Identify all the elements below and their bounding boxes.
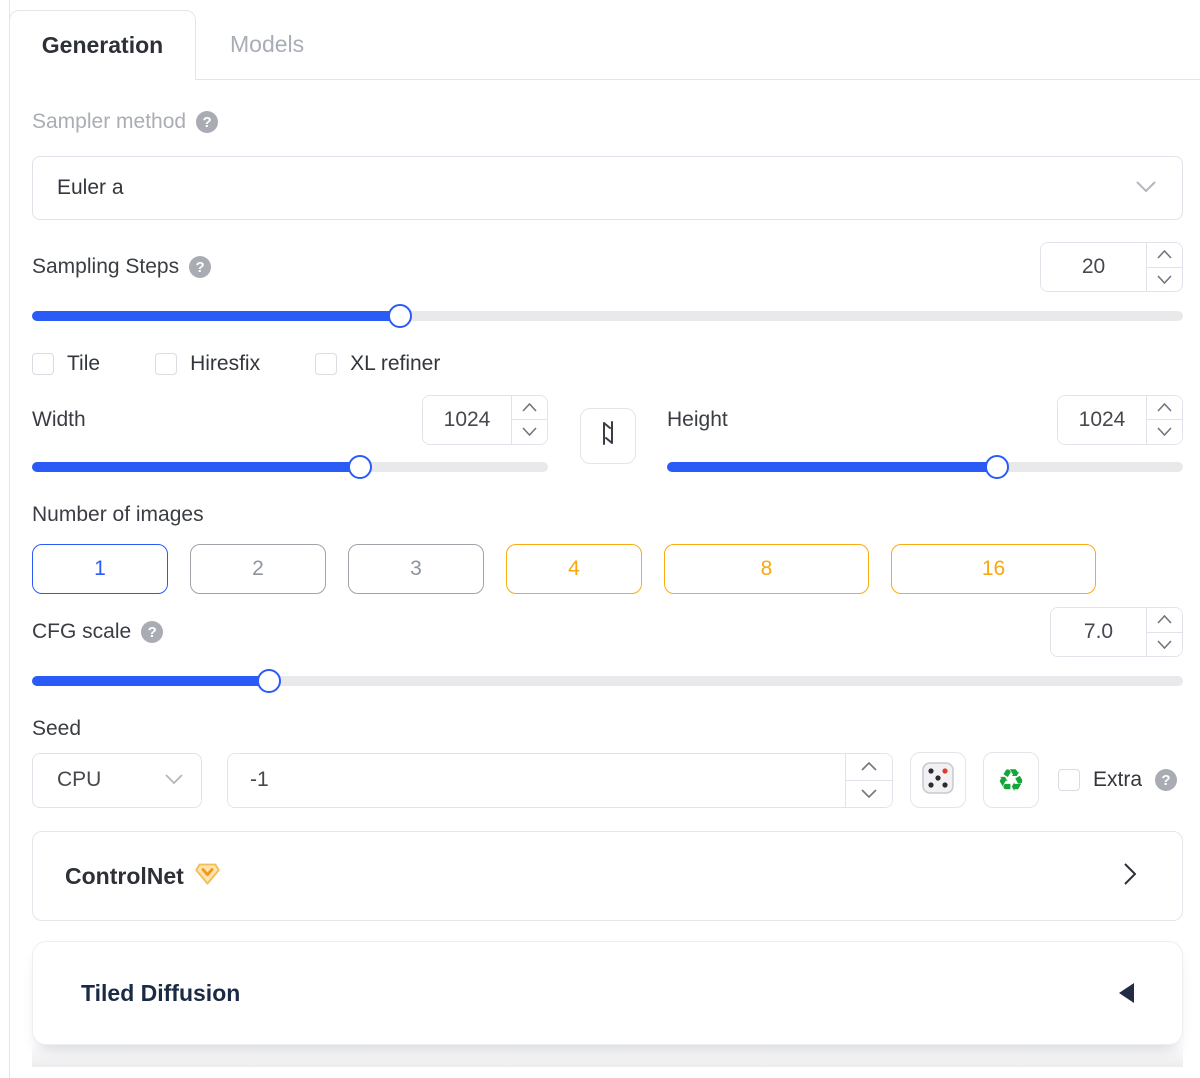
height-value[interactable] [1058, 395, 1146, 444]
slider-handle[interactable] [388, 304, 413, 328]
sampling-steps-value[interactable] [1041, 243, 1146, 291]
width-value[interactable] [423, 395, 511, 444]
cfg-scale-slider[interactable] [32, 669, 1183, 693]
num-images-option-4[interactable]: 4 [506, 544, 642, 594]
extra-help-icon[interactable]: ? [1155, 769, 1178, 791]
tiled-diffusion-title: Tiled Diffusion [81, 979, 241, 1006]
width-input [422, 394, 548, 445]
checkbox-icon[interactable] [155, 353, 178, 375]
controlnet-panel[interactable]: ControlNet [32, 831, 1183, 921]
tab-generation[interactable]: Generation [9, 10, 196, 80]
dice-icon [921, 761, 955, 800]
sampling-steps-slider[interactable] [32, 304, 1183, 328]
extra-seed-option[interactable]: Extra ? [1058, 768, 1178, 792]
checkbox-hiresfix-label: Hiresfix [190, 352, 261, 375]
step-down-icon[interactable] [1147, 632, 1182, 656]
seed-row: CPU [32, 752, 1183, 808]
height-column: Height [667, 392, 1183, 479]
step-up-icon[interactable] [1147, 395, 1182, 420]
slider-handle[interactable] [985, 455, 1010, 479]
step-down-icon[interactable] [1147, 267, 1182, 291]
recycle-icon: ♻ [997, 762, 1025, 798]
sampling-steps-input [1040, 242, 1183, 292]
sampler-select[interactable]: Euler a [32, 156, 1183, 220]
gem-badge-icon [194, 860, 221, 893]
tab-models-label: Models [230, 31, 305, 57]
sampling-steps-row: Sampling Steps ? [32, 242, 1183, 292]
cfg-scale-value[interactable] [1051, 608, 1146, 656]
dimensions-row: Width [32, 392, 1183, 479]
random-seed-button[interactable] [910, 752, 966, 808]
checkbox-hiresfix[interactable]: Hiresfix [155, 352, 260, 376]
chevron-down-icon [1136, 179, 1156, 197]
step-down-icon[interactable] [1147, 420, 1182, 444]
sampler-method-label: Sampler method [32, 110, 187, 133]
seed-value[interactable] [228, 753, 845, 807]
checkbox-icon[interactable] [32, 353, 54, 375]
bottom-shadow [32, 1045, 1183, 1067]
swap-dimensions-button[interactable] [579, 407, 636, 464]
width-label: Width [32, 407, 86, 431]
num-images-option-8[interactable]: 8 [664, 544, 869, 594]
seed-input [227, 752, 893, 808]
cfg-scale-row: CFG scale ? [32, 607, 1183, 657]
checkbox-tile-label: Tile [67, 352, 101, 375]
height-label: Height [667, 407, 728, 431]
cfg-help-icon[interactable]: ? [141, 621, 164, 643]
width-column: Width [32, 392, 548, 479]
num-images-row: 1 2 3 4 8 16 [32, 544, 1183, 594]
controlnet-title: ControlNet [65, 862, 184, 889]
step-up-icon[interactable] [1147, 243, 1182, 268]
options-checkbox-row: Tile Hiresfix XL refiner [32, 352, 1183, 376]
width-slider[interactable] [32, 455, 548, 479]
tab-models[interactable]: Models [196, 10, 338, 79]
num-images-option-16[interactable]: 16 [891, 544, 1096, 594]
checkbox-xl-refiner-label: XL refiner [350, 352, 441, 375]
num-images-option-1[interactable]: 1 [32, 544, 168, 594]
checkbox-icon[interactable] [315, 353, 338, 375]
sampler-method-label-row: Sampler method ? [32, 110, 1183, 134]
extra-label: Extra [1093, 768, 1143, 791]
chevron-right-icon [1124, 862, 1137, 890]
checkbox-tile[interactable]: Tile [32, 352, 100, 376]
generation-panel: Generation Models Sampler method ? Euler… [9, 0, 1200, 1078]
sampler-select-value: Euler a [57, 176, 124, 199]
num-images-option-2[interactable]: 2 [190, 544, 326, 594]
number-of-images-label: Number of images [32, 503, 204, 526]
seed-device-select[interactable]: CPU [32, 752, 202, 808]
num-images-option-3[interactable]: 3 [348, 544, 484, 594]
sampler-help-icon[interactable]: ? [196, 111, 219, 133]
tab-bar: Generation Models [9, 0, 1200, 80]
step-down-icon[interactable] [846, 780, 892, 807]
collapse-left-triangle-icon [1119, 983, 1134, 1003]
sampling-steps-help-icon[interactable]: ? [189, 256, 212, 278]
swap-arrows-icon [597, 420, 619, 451]
reuse-seed-button[interactable]: ♻ [983, 752, 1039, 808]
step-up-icon[interactable] [512, 395, 547, 420]
cfg-scale-label: CFG scale [32, 620, 132, 643]
tab-generation-label: Generation [41, 32, 164, 58]
sampling-steps-label: Sampling Steps [32, 255, 180, 278]
extra-checkbox-icon[interactable] [1058, 769, 1080, 791]
tiled-diffusion-panel[interactable]: Tiled Diffusion [32, 941, 1183, 1045]
chevron-down-icon [165, 771, 183, 789]
step-down-icon[interactable] [512, 420, 547, 444]
height-slider[interactable] [667, 455, 1183, 479]
seed-device-value: CPU [57, 768, 102, 791]
checkbox-xl-refiner[interactable]: XL refiner [315, 352, 440, 376]
seed-label: Seed [32, 717, 82, 740]
height-input [1057, 394, 1183, 445]
step-up-icon[interactable] [1147, 608, 1182, 633]
slider-handle[interactable] [257, 669, 282, 693]
step-up-icon[interactable] [846, 753, 892, 781]
cfg-scale-input [1050, 607, 1183, 657]
slider-handle[interactable] [347, 455, 372, 479]
